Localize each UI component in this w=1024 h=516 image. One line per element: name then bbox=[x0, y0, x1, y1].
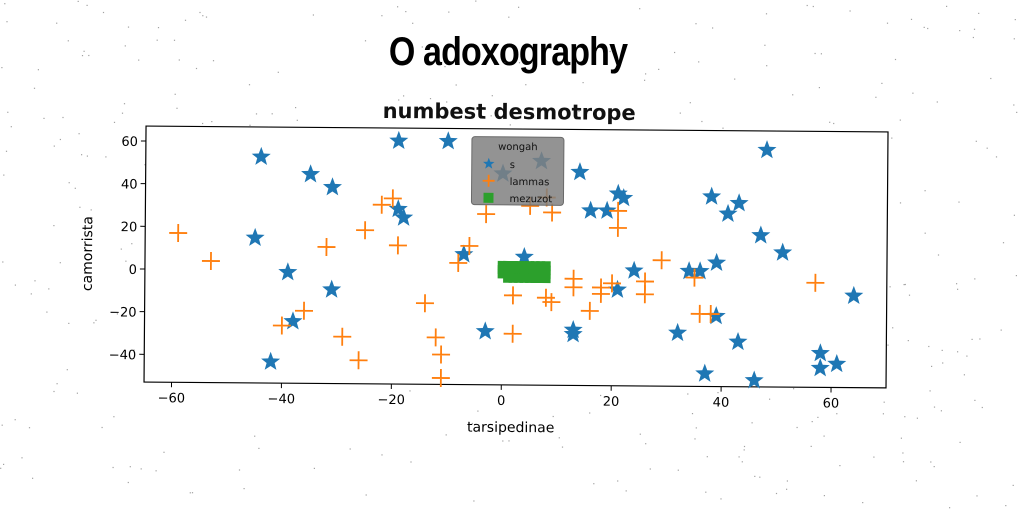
y-tick-label: −40 bbox=[109, 348, 137, 363]
y-tick-label: 60 bbox=[121, 135, 138, 150]
x-tick-label: 60 bbox=[823, 396, 840, 411]
x-tick-label: 40 bbox=[713, 396, 730, 411]
y-tick-label: −20 bbox=[109, 305, 137, 320]
x-axis-label: tarsipedinae bbox=[467, 420, 554, 437]
y-tick-label: 0 bbox=[129, 263, 137, 278]
y-axis-ticks: −40 −20 0 20 40 60 bbox=[109, 135, 146, 364]
x-tick-label: −40 bbox=[268, 392, 296, 407]
x-tick-label: 0 bbox=[497, 394, 505, 409]
legend-label: s bbox=[510, 160, 515, 171]
series-mezuzot bbox=[498, 261, 551, 283]
legend-title: wongah bbox=[498, 142, 538, 153]
x-tick-label: 20 bbox=[603, 395, 620, 410]
y-tick-label: 20 bbox=[121, 220, 138, 235]
data-point bbox=[542, 274, 551, 283]
legend: wongah s lammas mezuzot bbox=[471, 137, 564, 206]
y-axis-label: camorrista bbox=[80, 216, 97, 291]
legend-marker bbox=[483, 193, 493, 203]
legend-label: mezuzot bbox=[509, 194, 552, 205]
legend-label: lammas bbox=[510, 177, 550, 188]
y-tick-label: 40 bbox=[121, 177, 138, 192]
chart-title: numbest desmotrope bbox=[383, 99, 636, 125]
x-tick-label: −20 bbox=[377, 393, 405, 408]
x-tick-label: −60 bbox=[158, 391, 186, 406]
